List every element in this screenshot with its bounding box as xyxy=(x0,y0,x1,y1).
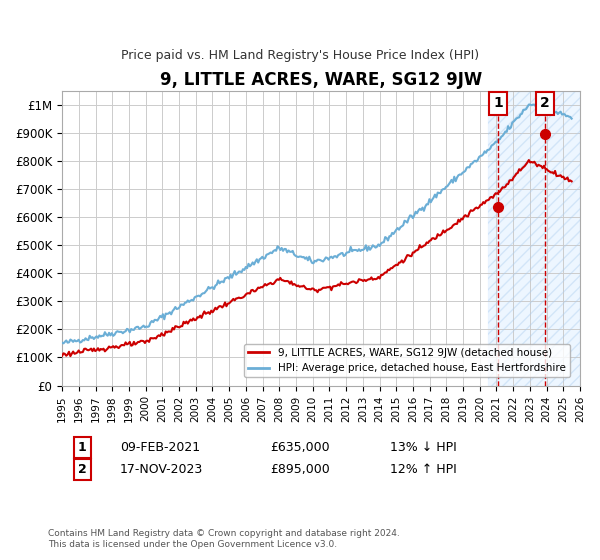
Bar xyxy=(488,91,580,386)
Text: Contains HM Land Registry data © Crown copyright and database right 2024.
This d: Contains HM Land Registry data © Crown c… xyxy=(48,529,400,549)
Text: 09-FEB-2021: 09-FEB-2021 xyxy=(120,441,200,454)
Legend: 9, LITTLE ACRES, WARE, SG12 9JW (detached house), HPI: Average price, detached h: 9, LITTLE ACRES, WARE, SG12 9JW (detache… xyxy=(244,344,569,377)
Text: Price paid vs. HM Land Registry's House Price Index (HPI): Price paid vs. HM Land Registry's House … xyxy=(121,49,479,62)
Text: 1: 1 xyxy=(493,96,503,110)
Text: 17-NOV-2023: 17-NOV-2023 xyxy=(120,463,203,476)
Text: 2: 2 xyxy=(78,463,87,476)
Bar xyxy=(488,91,580,386)
Title: 9, LITTLE ACRES, WARE, SG12 9JW: 9, LITTLE ACRES, WARE, SG12 9JW xyxy=(160,71,482,89)
Text: 13% ↓ HPI: 13% ↓ HPI xyxy=(390,441,457,454)
Text: 1: 1 xyxy=(78,441,87,454)
Text: £895,000: £895,000 xyxy=(270,463,330,476)
Text: 2: 2 xyxy=(540,96,550,110)
Text: 12% ↑ HPI: 12% ↑ HPI xyxy=(390,463,457,476)
Text: £635,000: £635,000 xyxy=(270,441,329,454)
